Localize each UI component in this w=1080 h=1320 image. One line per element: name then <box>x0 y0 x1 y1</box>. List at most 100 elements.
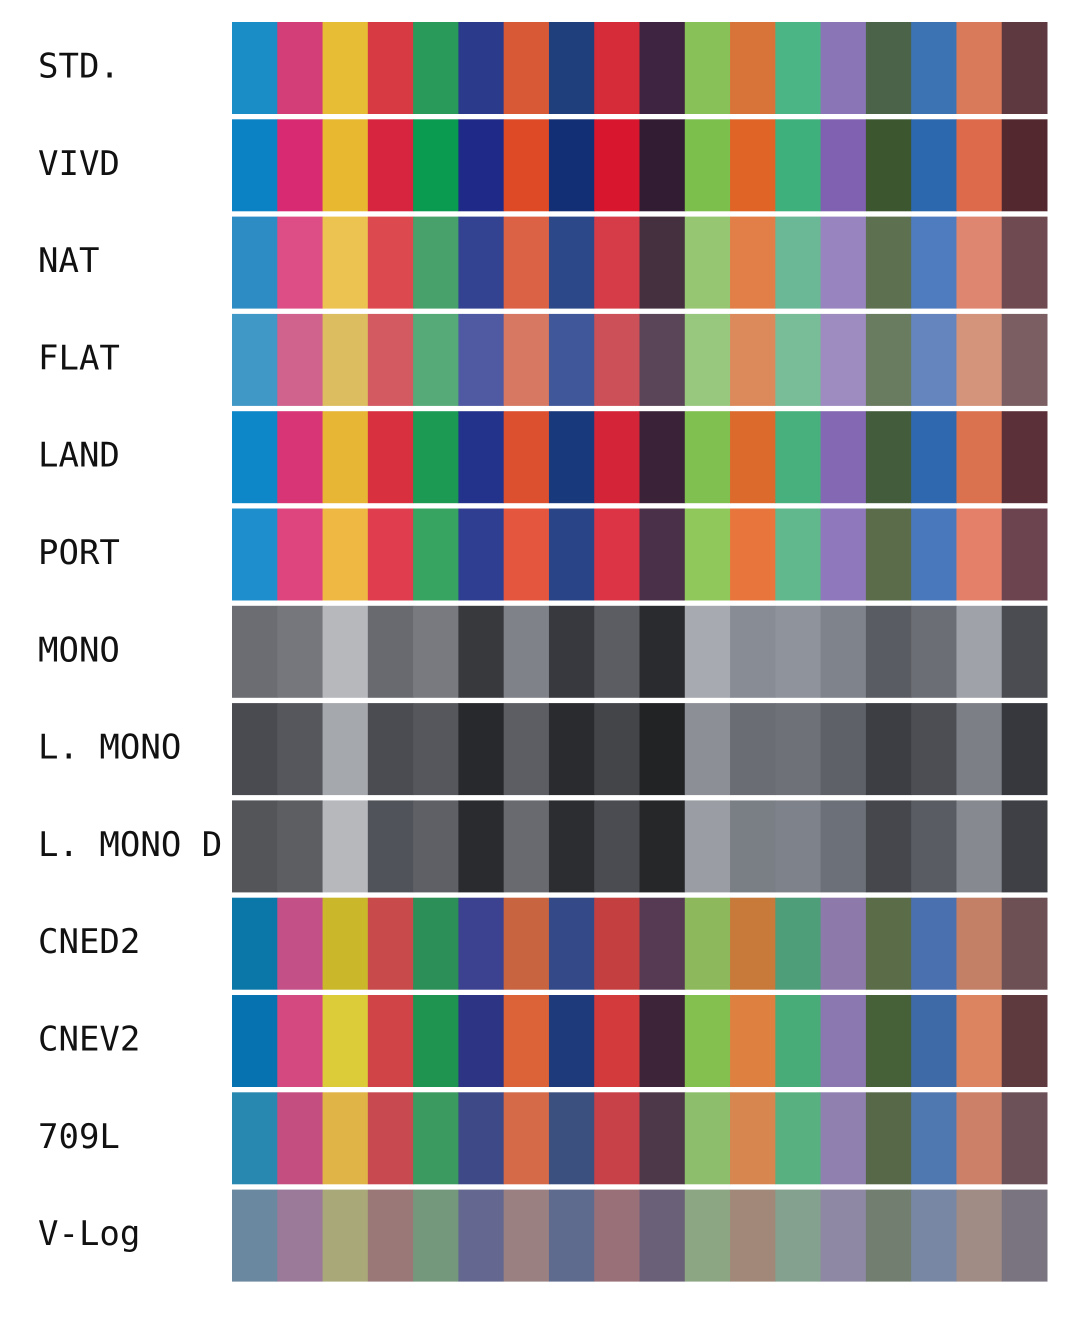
color-swatch <box>232 1092 278 1185</box>
color-swatch <box>911 897 957 990</box>
color-swatch <box>458 216 505 309</box>
color-swatch <box>956 897 1003 990</box>
color-swatch <box>911 605 957 698</box>
color-swatch <box>548 216 595 309</box>
color-swatch <box>684 995 731 1087</box>
color-swatch <box>1001 313 1048 406</box>
color-swatch <box>277 1092 324 1185</box>
color-swatch <box>956 313 1003 406</box>
color-swatch <box>684 508 731 601</box>
color-swatch <box>1001 1092 1048 1185</box>
color-swatch <box>639 313 686 406</box>
color-swatch <box>548 995 595 1087</box>
color-swatch <box>322 995 369 1087</box>
color-swatch <box>548 1092 595 1185</box>
color-swatch <box>503 1189 550 1282</box>
color-swatch <box>594 216 640 309</box>
color-swatch <box>232 313 278 406</box>
color-swatch <box>1001 508 1048 601</box>
color-swatch <box>684 411 731 504</box>
color-swatch <box>277 216 324 309</box>
color-swatch <box>730 216 776 309</box>
color-swatch <box>277 703 324 796</box>
color-swatch <box>232 703 278 796</box>
color-swatch <box>639 995 686 1087</box>
color-swatch <box>503 800 550 893</box>
color-swatch <box>1001 703 1048 796</box>
color-swatch <box>1001 411 1048 504</box>
color-swatch <box>594 22 640 114</box>
color-swatch <box>594 703 640 796</box>
color-swatch <box>413 605 459 698</box>
color-swatch <box>865 119 912 212</box>
color-swatch <box>1001 1189 1048 1282</box>
color-swatch <box>1001 897 1048 990</box>
color-swatch <box>1001 22 1048 114</box>
color-swatch <box>865 800 912 893</box>
color-swatch <box>911 508 957 601</box>
color-swatch <box>775 703 822 796</box>
color-swatch <box>322 703 369 796</box>
color-swatch <box>775 800 822 893</box>
color-swatch <box>367 411 414 504</box>
color-swatch <box>594 800 640 893</box>
color-swatch <box>956 22 1003 114</box>
color-swatch <box>865 605 912 698</box>
color-swatch <box>594 508 640 601</box>
row-label: CNED2 <box>38 922 140 962</box>
color-swatch <box>865 995 912 1087</box>
color-swatch <box>730 411 776 504</box>
color-swatch <box>277 800 324 893</box>
color-swatch <box>458 22 505 114</box>
color-swatch <box>820 22 867 114</box>
color-swatch <box>458 995 505 1087</box>
color-swatch <box>413 800 459 893</box>
color-swatch <box>775 1092 822 1185</box>
color-swatch <box>639 800 686 893</box>
color-swatch <box>367 508 414 601</box>
color-swatch <box>730 1092 776 1185</box>
color-swatch <box>730 605 776 698</box>
color-swatch <box>684 119 731 212</box>
color-swatch <box>684 22 731 114</box>
color-swatch <box>1001 216 1048 309</box>
color-swatch <box>956 1092 1003 1185</box>
color-swatch <box>865 897 912 990</box>
color-swatch <box>367 995 414 1087</box>
row-label: L. MONO <box>38 728 181 768</box>
color-swatch <box>548 508 595 601</box>
color-swatch <box>820 411 867 504</box>
color-swatch <box>956 1189 1003 1282</box>
color-swatch <box>277 897 324 990</box>
row-label: V-Log <box>38 1214 140 1254</box>
color-swatch <box>730 897 776 990</box>
color-swatch <box>458 119 505 212</box>
color-swatch <box>277 508 324 601</box>
color-swatch <box>232 216 278 309</box>
row-label: FLAT <box>38 338 120 378</box>
color-swatch <box>322 1189 369 1282</box>
color-swatch <box>684 1189 731 1282</box>
color-swatch <box>458 313 505 406</box>
color-swatch <box>639 411 686 504</box>
color-swatch <box>548 703 595 796</box>
color-swatch <box>911 411 957 504</box>
color-swatch <box>1001 800 1048 893</box>
color-swatch <box>367 1092 414 1185</box>
row-label: PORT <box>38 533 120 573</box>
color-swatch <box>820 995 867 1087</box>
color-swatch <box>232 508 278 601</box>
color-swatch <box>458 411 505 504</box>
color-swatch <box>730 313 776 406</box>
color-swatch <box>594 1092 640 1185</box>
color-swatch <box>911 1092 957 1185</box>
color-swatch <box>503 1092 550 1185</box>
color-swatch <box>277 1189 324 1282</box>
color-swatch <box>1001 119 1048 212</box>
color-swatch <box>820 313 867 406</box>
color-swatch <box>322 411 369 504</box>
color-swatch <box>503 995 550 1087</box>
color-swatch <box>594 411 640 504</box>
color-swatch <box>775 605 822 698</box>
color-swatch <box>820 1189 867 1282</box>
